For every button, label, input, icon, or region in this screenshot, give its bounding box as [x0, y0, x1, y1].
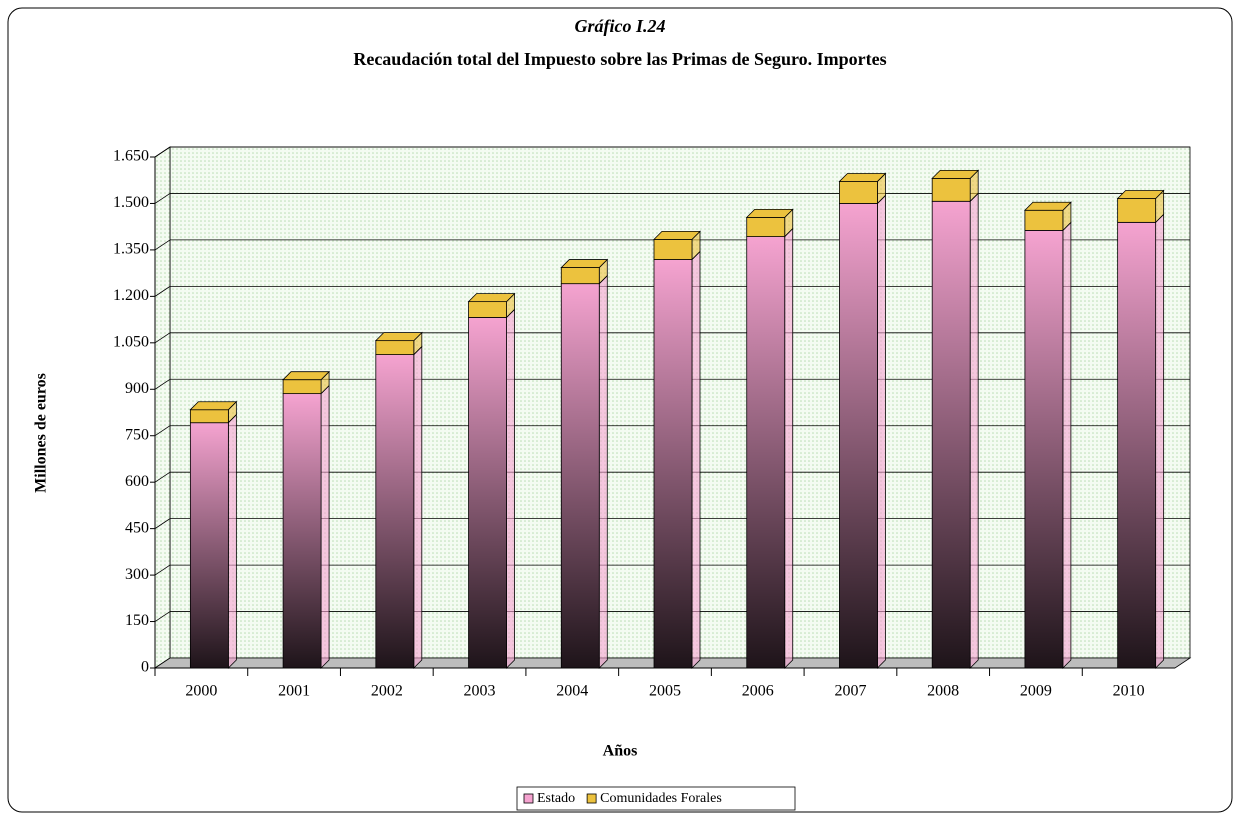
grid-line-side [154, 518, 171, 529]
y-tick-label: 450 [125, 519, 149, 536]
bar-top [1116, 190, 1165, 199]
bar-top [653, 230, 701, 240]
bar-shade [190, 422, 229, 668]
bar [1024, 209, 1064, 231]
grid-line-side [154, 471, 171, 483]
bar-top [282, 371, 331, 381]
bar-top [1023, 201, 1072, 211]
bar [931, 177, 971, 202]
bar [746, 216, 786, 237]
grid-line-side [154, 239, 171, 251]
bar-side [784, 227, 794, 669]
bar [839, 181, 878, 204]
legend-label: Comunidades Forales [600, 791, 722, 806]
bar-shade [654, 259, 692, 668]
bar [653, 238, 693, 260]
bar-top [931, 169, 980, 179]
legend [516, 786, 796, 811]
grid-line-side [154, 332, 171, 344]
bar-top [374, 332, 423, 342]
y-tick-label: 900 [125, 380, 149, 397]
bar [468, 301, 507, 318]
bar [1117, 198, 1157, 223]
bar-shade [375, 354, 414, 668]
chart-subtitle: Recaudación total del Impuesto sobre las… [353, 49, 886, 69]
y-tick-label: 1.350 [113, 241, 149, 258]
bar [375, 340, 415, 355]
y-tick-label: 1.050 [113, 333, 149, 350]
side-wall [154, 146, 171, 669]
grid-line-side [154, 425, 171, 437]
grid-line-side [154, 611, 171, 622]
x-tick-label: 2000 [185, 683, 217, 700]
grid-line-side [154, 286, 171, 297]
y-axis-title: Millones de euros [33, 373, 50, 493]
y-tick-label: 1.200 [113, 287, 149, 304]
legend-swatch [523, 793, 534, 804]
legend-swatch [586, 793, 597, 804]
bar-shade [746, 236, 785, 669]
x-tick-label: 2009 [1020, 683, 1052, 700]
y-tick-label: 150 [125, 612, 149, 629]
bar-side [877, 194, 886, 669]
bar-top [560, 259, 609, 268]
bar-shade [932, 201, 971, 668]
x-tick-label: 2002 [371, 683, 403, 700]
grid-line-side [154, 378, 171, 390]
y-tick-label: 0 [141, 659, 149, 676]
bar-side [320, 384, 330, 669]
x-tick-label: 2008 [927, 683, 959, 700]
bar-shade [1117, 222, 1156, 668]
bar-side [413, 345, 423, 669]
y-tick-label: 600 [125, 473, 149, 490]
bar [189, 409, 229, 424]
bar-shade [468, 317, 507, 668]
bar [282, 379, 322, 395]
bar-top [189, 401, 238, 411]
bar-top [467, 293, 516, 303]
x-tick-label: 2007 [834, 683, 866, 700]
y-tick-label: 1.500 [113, 194, 149, 211]
bar-side [506, 308, 515, 669]
x-axis-title: Años [603, 743, 638, 760]
x-tick-label: 2003 [464, 683, 496, 700]
grid-line-side [154, 146, 171, 158]
x-tick-label: 2005 [649, 683, 681, 700]
x-tick-label: 2006 [742, 683, 774, 700]
y-tick-label: 300 [125, 566, 149, 583]
bar-side [969, 192, 979, 669]
bar-shade [839, 203, 878, 669]
bar-side [1155, 213, 1165, 669]
y-tick-label: 1.650 [113, 148, 149, 165]
grid-line-side [154, 193, 171, 204]
bar-top [745, 208, 794, 218]
bar-side [1062, 221, 1072, 669]
bar-shade [561, 283, 600, 668]
bar-shade [1024, 230, 1063, 668]
bar-side [598, 274, 608, 669]
bar-side [691, 250, 701, 669]
bar-top [838, 173, 887, 182]
x-tick-label: 2010 [1113, 683, 1145, 700]
grid-line-side [154, 564, 171, 576]
x-tick-label: 2004 [556, 683, 588, 700]
chart-title: Gráfico I.24 [575, 16, 666, 36]
bar-shade [283, 393, 322, 668]
legend-label: Estado [537, 791, 575, 806]
x-tick-label: 2001 [278, 683, 310, 700]
y-tick-label: 750 [125, 426, 149, 443]
bar-side [227, 413, 237, 669]
bar [560, 267, 600, 285]
